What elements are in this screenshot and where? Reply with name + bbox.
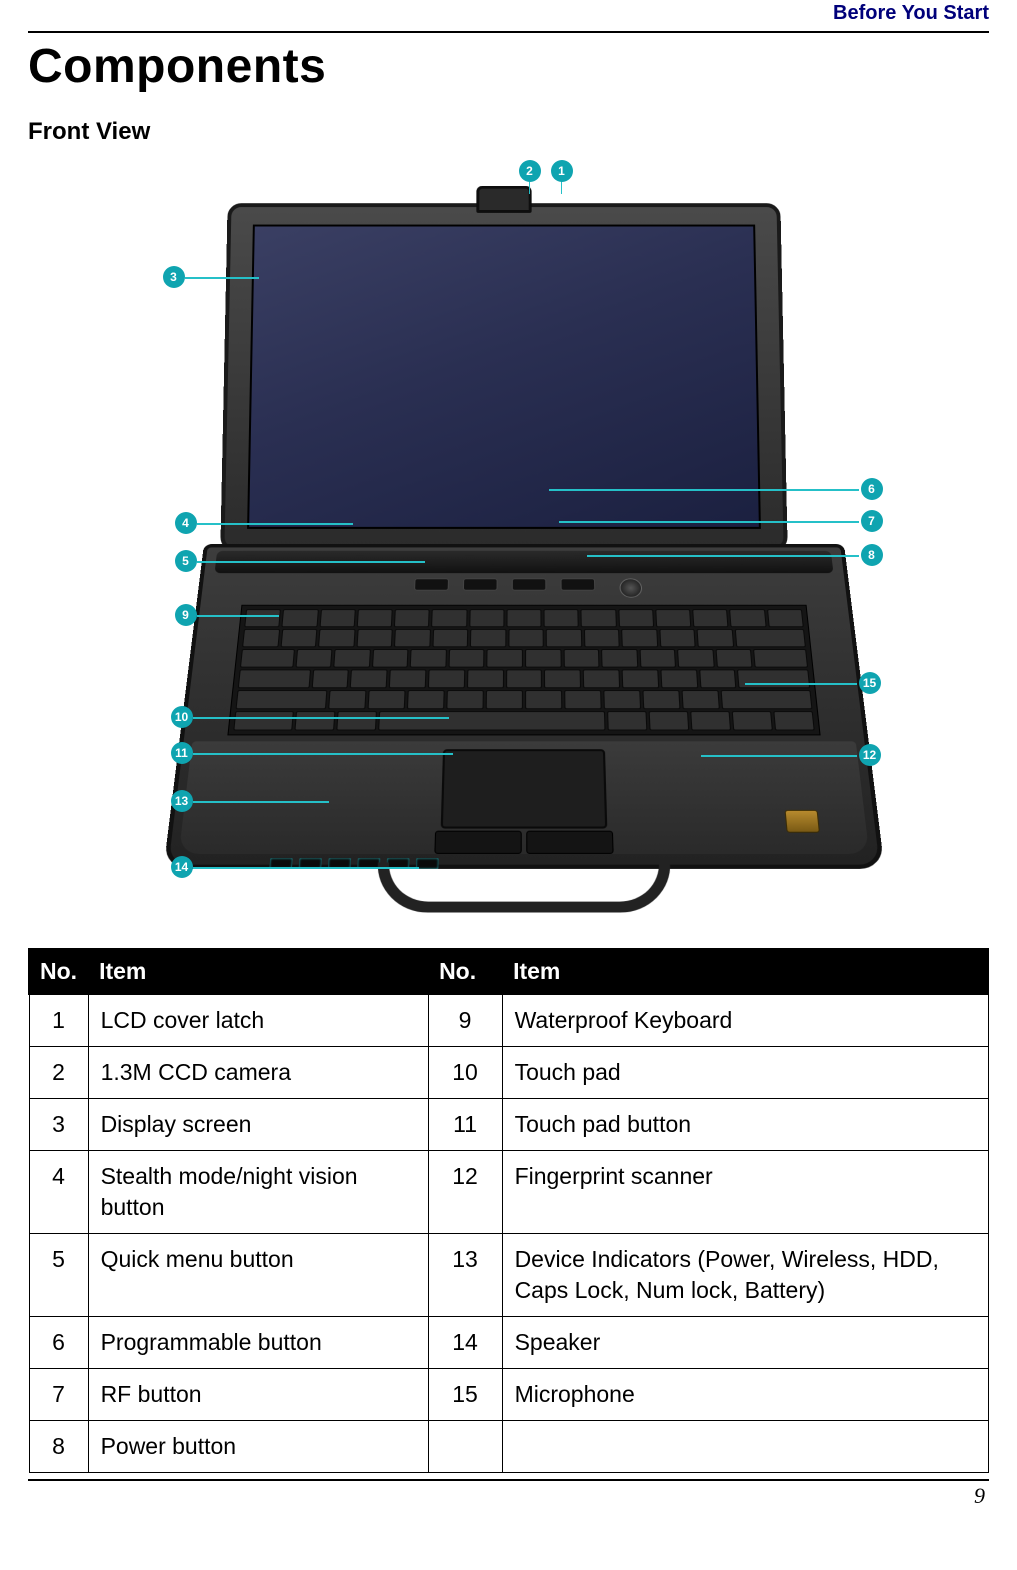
callout-badge: 2: [519, 160, 541, 182]
cell-no: 13: [428, 1234, 502, 1317]
cell-no: 11: [428, 1099, 502, 1151]
laptop-base: [163, 544, 884, 869]
callout-badge: 12: [859, 744, 881, 766]
callout-badge: 6: [861, 478, 883, 500]
cell-item: Display screen: [88, 1099, 428, 1151]
table-row: 21.3M CCD camera10Touch pad: [29, 1047, 988, 1099]
callout-leader: [549, 489, 859, 491]
cell-item: Waterproof Keyboard: [502, 994, 988, 1047]
cell-no: 1: [29, 994, 88, 1047]
display-screen: [247, 225, 761, 529]
front-view-figure: 123456789101112131415: [119, 160, 899, 930]
cell-item: Quick menu button: [88, 1234, 428, 1317]
rf-button: [560, 578, 595, 590]
col-item-b: Item: [502, 949, 988, 994]
page-title: Components: [28, 39, 989, 94]
lcd-cover-latch: [476, 186, 531, 213]
laptop-illustration: [204, 200, 804, 884]
callout-badge: 10: [171, 706, 193, 728]
fingerprint-scanner: [784, 810, 819, 833]
cell-no: 10: [428, 1047, 502, 1099]
table-row: 1LCD cover latch9Waterproof Keyboard: [29, 994, 988, 1047]
callout-leader: [745, 683, 857, 685]
cell-item: LCD cover latch: [88, 994, 428, 1047]
cell-item: Touch pad: [502, 1047, 988, 1099]
button-row: [374, 578, 680, 597]
callout-badge: 8: [861, 544, 883, 566]
table-row: 4Stealth mode/night vision button12Finge…: [29, 1151, 988, 1234]
col-no-b: No.: [428, 949, 502, 994]
table-row: 3Display screen11Touch pad button: [29, 1099, 988, 1151]
cell-item: Speaker: [502, 1317, 988, 1369]
table-row: 5Quick menu button13Device Indicators (P…: [29, 1234, 988, 1317]
callout-badge: 13: [171, 790, 193, 812]
callout-leader: [185, 277, 259, 279]
cell-no: 15: [428, 1369, 502, 1421]
cell-no: 5: [29, 1234, 88, 1317]
cell-no: 14: [428, 1317, 502, 1369]
callout-leader: [197, 615, 279, 617]
table-row: 8Power button: [29, 1421, 988, 1473]
section-subtitle: Front View: [28, 118, 989, 146]
callout-badge: 3: [163, 266, 185, 288]
cell-no: 9: [428, 994, 502, 1047]
touch-pad: [440, 749, 607, 828]
callout-badge: 14: [171, 856, 193, 878]
table-row: 6Programmable button14Speaker: [29, 1317, 988, 1369]
callout-leader: [193, 867, 419, 869]
callout-badge: 1: [551, 160, 573, 182]
table-header-row: No. Item No. Item: [29, 949, 988, 994]
touch-pad-buttons: [434, 831, 613, 854]
callout-leader: [701, 755, 857, 757]
page-number: 9: [28, 1481, 989, 1509]
quick-menu-button: [462, 578, 497, 590]
laptop-lid: [220, 203, 787, 551]
top-rule: [28, 31, 989, 33]
cell-no: 3: [29, 1099, 88, 1151]
callout-badge: 15: [859, 672, 881, 694]
power-button: [619, 578, 642, 597]
table-row: 7RF button15Microphone: [29, 1369, 988, 1421]
carry-handle: [375, 862, 672, 912]
col-item-a: Item: [88, 949, 428, 994]
callout-leader: [197, 561, 425, 563]
callout-badge: 9: [175, 604, 197, 626]
callout-badge: 5: [175, 550, 197, 572]
cell-item: 1.3M CCD camera: [88, 1047, 428, 1099]
stealth-mode-button: [414, 578, 449, 590]
waterproof-keyboard: [227, 605, 820, 736]
cell-no: 6: [29, 1317, 88, 1369]
callout-leader: [193, 717, 449, 719]
cell-item: Device Indicators (Power, Wireless, HDD,…: [502, 1234, 988, 1317]
cell-no: 7: [29, 1369, 88, 1421]
cell-item: Programmable button: [88, 1317, 428, 1369]
programmable-button: [511, 578, 546, 590]
running-head: Before You Start: [28, 0, 989, 25]
callout-leader: [587, 555, 859, 557]
cell-item: Power button: [88, 1421, 428, 1473]
callout-leader: [193, 801, 329, 803]
cell-item: RF button: [88, 1369, 428, 1421]
cell-no: 8: [29, 1421, 88, 1473]
cell-item: Touch pad button: [502, 1099, 988, 1151]
callout-badge: 11: [171, 742, 193, 764]
cell-no: [428, 1421, 502, 1473]
cell-no: 4: [29, 1151, 88, 1234]
callout-badge: 4: [175, 512, 197, 534]
callout-leader: [197, 523, 353, 525]
cell-item: Stealth mode/night vision button: [88, 1151, 428, 1234]
cell-no: 2: [29, 1047, 88, 1099]
callout-leader: [193, 753, 453, 755]
cell-item: Microphone: [502, 1369, 988, 1421]
callout-leader: [559, 521, 859, 523]
callout-badge: 7: [861, 510, 883, 532]
cell-item: [502, 1421, 988, 1473]
col-no-a: No.: [29, 949, 88, 994]
components-table: No. Item No. Item 1LCD cover latch9Water…: [28, 948, 989, 1473]
cell-item: Fingerprint scanner: [502, 1151, 988, 1234]
cell-no: 12: [428, 1151, 502, 1234]
